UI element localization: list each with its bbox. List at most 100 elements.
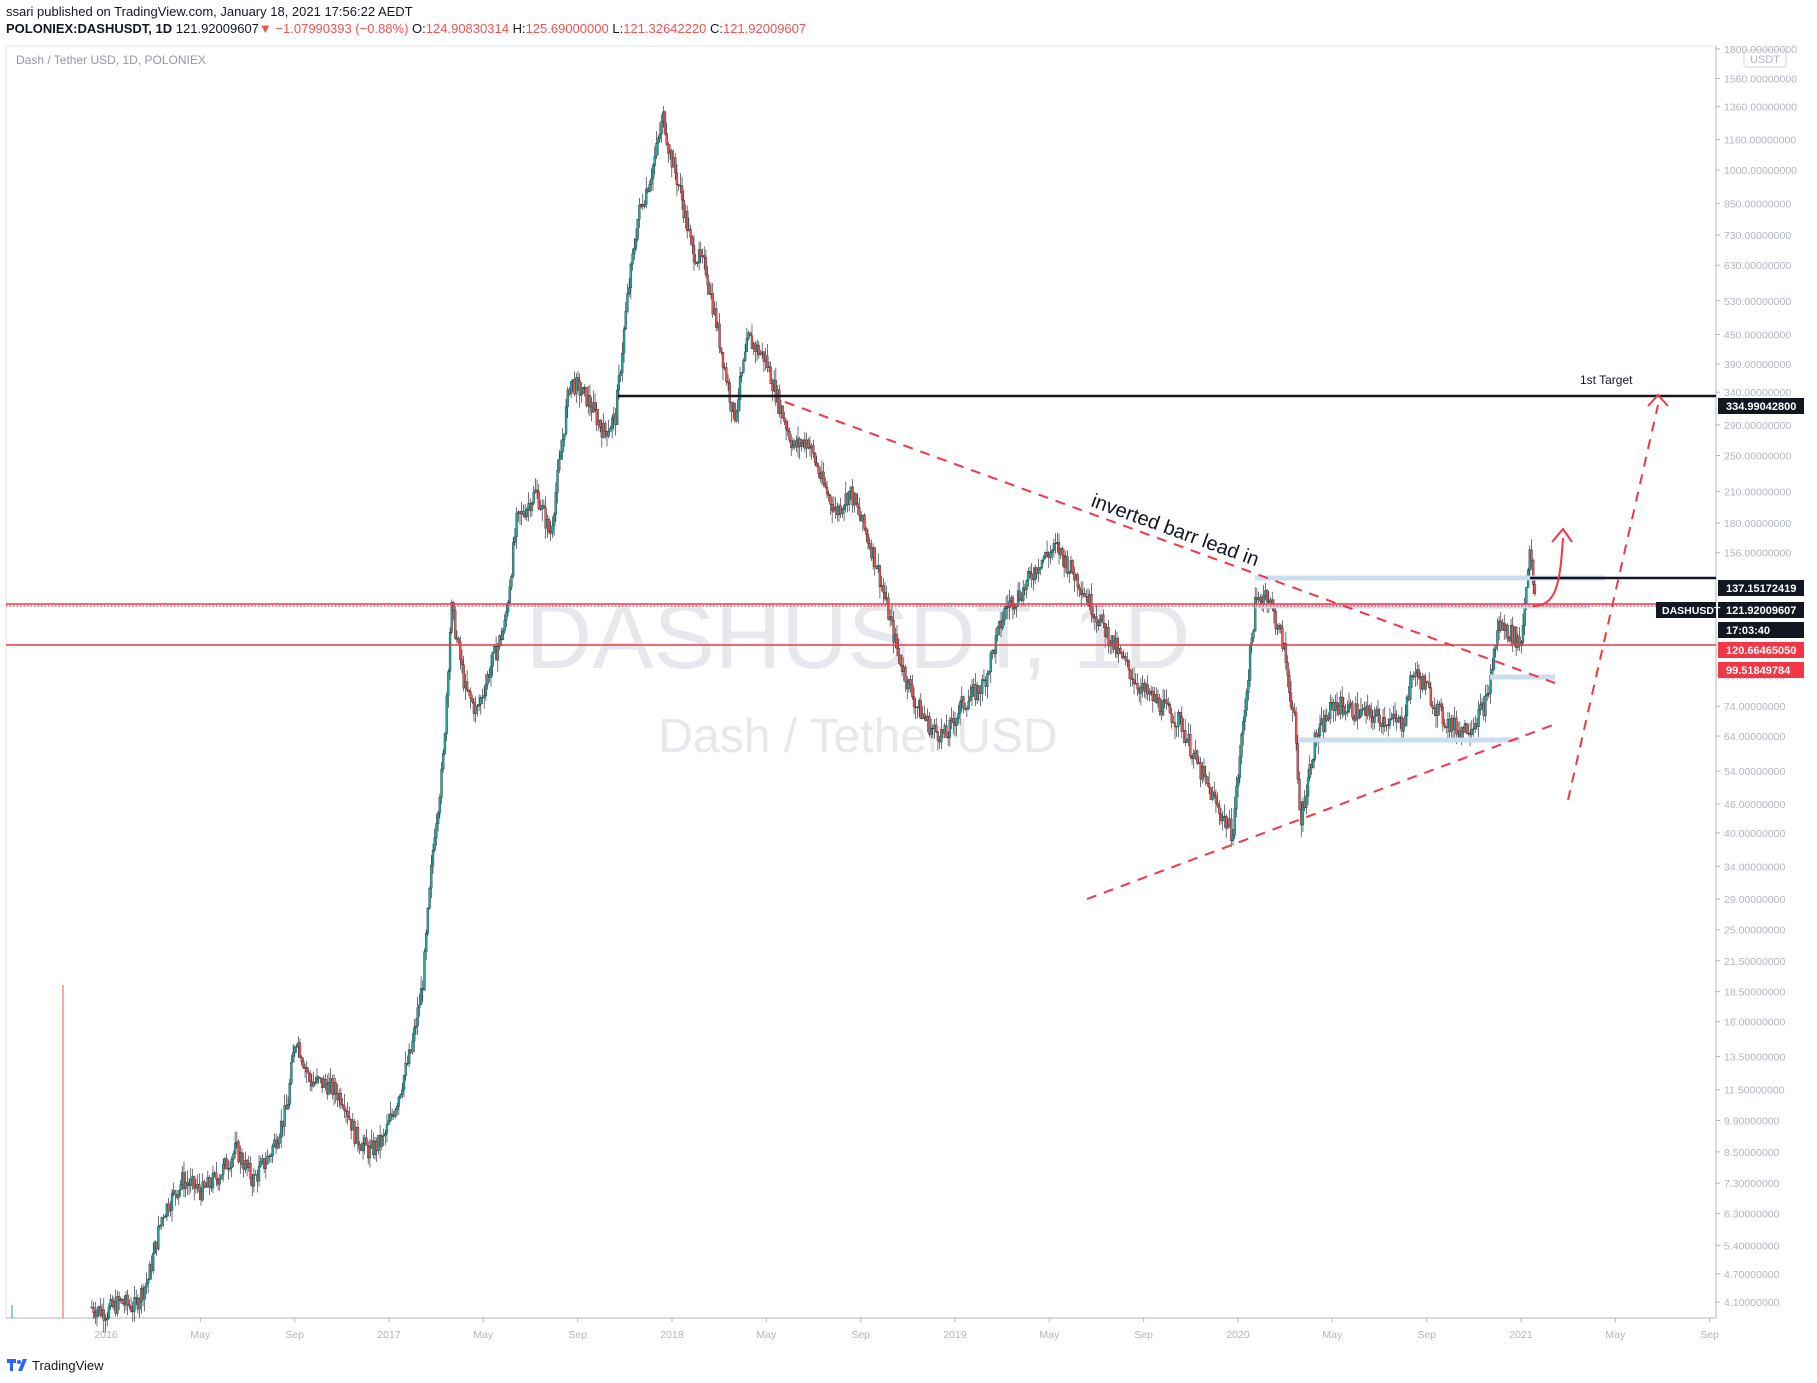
- candle-body: [1274, 611, 1277, 629]
- candle-body: [174, 1190, 177, 1196]
- candle-body: [1404, 715, 1407, 726]
- candle-body: [1115, 638, 1119, 655]
- candle-body: [1358, 716, 1361, 719]
- candle-body: [95, 1310, 99, 1317]
- price-tick-label: 1360.00000000: [1724, 102, 1797, 114]
- footer-brand[interactable]: TradingView: [32, 1357, 104, 1373]
- candle-body: [1177, 712, 1180, 727]
- candle-body: [1428, 683, 1431, 688]
- candle-body: [1279, 625, 1282, 629]
- price-tick-label: 4.70000000: [1724, 1269, 1780, 1281]
- candle-body: [1061, 547, 1064, 556]
- candle-body: [1281, 627, 1284, 649]
- price-tick-label: 210.00000000: [1724, 486, 1791, 498]
- candle-body: [931, 727, 934, 730]
- breakout-curve-arrow[interactable]: [1532, 537, 1564, 607]
- low-value: 121.32642220: [623, 21, 707, 36]
- time-tick-label: May: [190, 1329, 211, 1341]
- candle-body: [348, 1116, 351, 1120]
- candle-body: [1436, 703, 1439, 716]
- candle-body: [1247, 680, 1250, 693]
- candle-body: [481, 697, 484, 699]
- candle-body: [721, 351, 725, 369]
- symbol[interactable]: POLONIEX:DASHUSDT, 1D: [6, 21, 173, 36]
- candle-body: [1189, 733, 1192, 757]
- candle-body: [626, 293, 629, 312]
- currency-badge[interactable]: USDT: [1750, 54, 1780, 66]
- candle-body: [1068, 570, 1071, 574]
- candle-body: [384, 1133, 387, 1136]
- candle-body: [868, 543, 871, 548]
- candle-body: [923, 713, 926, 718]
- candle-body: [1383, 717, 1386, 727]
- candle-body: [448, 632, 452, 672]
- candle-body: [1378, 714, 1381, 724]
- candle-body: [1359, 709, 1363, 717]
- candle-body: [699, 249, 702, 257]
- candle-body: [489, 666, 493, 678]
- candle-body: [1172, 721, 1175, 724]
- candle-body: [1245, 692, 1248, 711]
- price-label-box: [1718, 662, 1804, 678]
- candle-body: [399, 1094, 402, 1098]
- candle-body: [1361, 709, 1364, 711]
- candle-body: [1173, 722, 1177, 728]
- candle-body: [169, 1210, 172, 1212]
- close-label: C:: [709, 21, 723, 36]
- candle-body: [1484, 695, 1487, 716]
- candle-body: [454, 610, 457, 639]
- candle-body: [266, 1155, 269, 1165]
- candle-body: [866, 534, 870, 544]
- candle-body: [607, 431, 610, 437]
- candle-body: [1525, 587, 1528, 604]
- candle-body: [757, 344, 760, 356]
- candle-body: [397, 1096, 401, 1107]
- candle-body: [813, 453, 817, 464]
- candle-body: [343, 1105, 346, 1111]
- candle-body: [1042, 557, 1045, 561]
- projection-arrow-line[interactable]: [1567, 404, 1659, 801]
- candle-body: [133, 1297, 136, 1312]
- candle-body: [1441, 706, 1444, 724]
- candle-body: [1323, 715, 1327, 733]
- candle-body: [715, 308, 718, 328]
- tradingview-logo-icon[interactable]: [6, 1357, 28, 1373]
- candle-body: [315, 1076, 319, 1083]
- first-target-label[interactable]: 1st Target: [1580, 373, 1633, 387]
- candle-body: [532, 492, 535, 504]
- candle-body: [131, 1310, 134, 1313]
- candle-body: [1204, 774, 1207, 777]
- candle-body: [1262, 596, 1265, 604]
- candle-body: [1243, 710, 1247, 722]
- candle-body: [749, 332, 752, 336]
- price-label-text: 120.66465050: [1726, 645, 1796, 657]
- candle-body: [863, 514, 866, 529]
- candle-body: [201, 1181, 204, 1201]
- candle-body: [658, 133, 662, 139]
- ascending-trendline[interactable]: [1086, 724, 1554, 900]
- candle-body: [987, 671, 991, 674]
- candle-body: [696, 262, 699, 264]
- candle-body: [948, 720, 951, 738]
- candle-body: [651, 165, 655, 180]
- candle-body: [854, 493, 858, 504]
- candle-body: [249, 1163, 252, 1179]
- price-tick-label: 46.00000000: [1724, 799, 1785, 811]
- candle-body: [945, 725, 948, 738]
- candle-body: [107, 1306, 111, 1318]
- candle-body: [1325, 715, 1328, 721]
- candle-body: [576, 377, 580, 381]
- inverted-barr-label[interactable]: inverted barr lead in: [1088, 490, 1262, 571]
- price-tick-label: 13.50000000: [1724, 1052, 1785, 1064]
- time-tick-label: Sep: [1417, 1329, 1436, 1341]
- candle-body: [312, 1082, 315, 1087]
- candle-body: [1045, 552, 1049, 556]
- candle-body: [385, 1124, 389, 1134]
- candle-body: [445, 695, 448, 734]
- candle-body: [1250, 637, 1253, 646]
- candle-body: [882, 585, 885, 593]
- price-tick-label: 390.00000000: [1724, 359, 1791, 371]
- candle-body: [1397, 717, 1400, 723]
- candle-body: [692, 245, 696, 263]
